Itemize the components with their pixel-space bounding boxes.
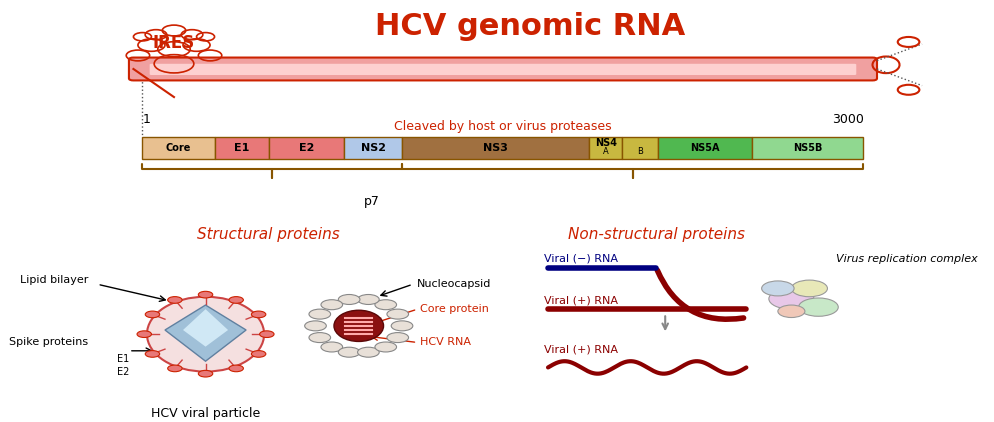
Text: NS2: NS2 [361,143,386,153]
Circle shape [145,351,160,357]
Text: 1: 1 [142,113,150,126]
Circle shape [251,311,265,318]
Text: Virus replication complex: Virus replication complex [837,254,978,264]
Text: E2: E2 [116,367,129,376]
Circle shape [259,331,274,338]
Circle shape [358,347,379,357]
Ellipse shape [147,297,264,372]
Text: Viral (+) RNA: Viral (+) RNA [544,345,617,355]
Circle shape [321,342,343,352]
Circle shape [229,365,244,372]
Circle shape [387,309,409,319]
Bar [215,137,268,160]
Bar [142,137,215,160]
Text: p7: p7 [365,195,381,208]
Text: HCV RNA: HCV RNA [420,338,471,347]
Circle shape [791,280,827,297]
Circle shape [375,300,397,310]
Circle shape [358,295,379,305]
Text: Core: Core [166,143,191,153]
Circle shape [199,291,213,298]
Text: E1: E1 [116,354,129,364]
Circle shape [387,333,409,343]
Circle shape [798,298,838,316]
Text: Spike proteins: Spike proteins [9,338,88,347]
Text: Non-structural proteins: Non-structural proteins [568,227,745,242]
Ellipse shape [334,310,384,341]
FancyBboxPatch shape [150,64,856,75]
Circle shape [778,305,805,317]
Text: NS5B: NS5B [793,143,822,153]
Text: NS5A: NS5A [690,143,720,153]
Circle shape [321,300,343,310]
Circle shape [168,297,182,303]
Bar [622,137,658,160]
Bar [344,137,402,160]
Circle shape [375,342,397,352]
Text: B: B [637,147,643,156]
Bar [402,137,589,160]
Text: Nucleocapsid: Nucleocapsid [417,279,492,289]
Text: Core protein: Core protein [420,304,489,314]
Polygon shape [183,309,228,346]
Text: Viral (−) RNA: Viral (−) RNA [544,254,617,263]
Circle shape [251,351,265,357]
Bar [268,137,344,160]
Text: E2: E2 [299,143,314,153]
Circle shape [309,309,331,319]
Circle shape [137,331,151,338]
Text: 3000: 3000 [832,113,864,126]
Text: E1: E1 [234,143,249,153]
FancyBboxPatch shape [129,57,877,81]
Text: Structural proteins: Structural proteins [197,227,340,242]
Text: Cleaved by host or virus proteases: Cleaved by host or virus proteases [395,120,611,133]
Circle shape [768,288,814,309]
Bar [589,137,622,160]
Circle shape [145,311,160,318]
Text: Lipid bilayer: Lipid bilayer [20,275,88,285]
Bar [658,137,751,160]
Bar [751,137,864,160]
Circle shape [168,365,182,372]
Circle shape [338,295,360,305]
Text: Viral (+) RNA: Viral (+) RNA [544,295,617,305]
Polygon shape [165,305,247,361]
Text: NS3: NS3 [483,143,508,153]
Circle shape [229,297,244,303]
Circle shape [392,321,413,331]
Text: A: A [602,147,608,156]
Circle shape [338,347,360,357]
Text: NS4: NS4 [594,138,616,148]
Text: HCV viral particle: HCV viral particle [151,407,260,420]
Circle shape [305,321,326,331]
Text: IRES: IRES [153,34,195,52]
Circle shape [199,371,213,377]
Circle shape [761,281,794,296]
Text: HCV genomic RNA: HCV genomic RNA [375,12,685,41]
Circle shape [309,333,331,343]
